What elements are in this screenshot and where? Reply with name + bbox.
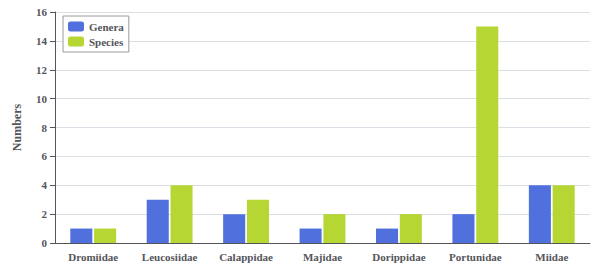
svg-text:Dromiidae: Dromiidae [68, 251, 118, 263]
svg-text:Majidae: Majidae [303, 251, 342, 263]
svg-text:4: 4 [42, 179, 48, 191]
svg-text:8: 8 [42, 122, 48, 134]
svg-text:Calappidae: Calappidae [219, 251, 273, 263]
svg-text:10: 10 [36, 93, 48, 105]
svg-text:12: 12 [36, 64, 48, 76]
svg-text:Dorippidae: Dorippidae [372, 251, 425, 263]
svg-text:Species: Species [89, 36, 124, 48]
svg-text:16: 16 [36, 6, 48, 18]
svg-text:0: 0 [42, 237, 48, 249]
svg-text:Portunidae: Portunidae [449, 251, 502, 263]
svg-text:Numbers: Numbers [10, 104, 24, 152]
svg-text:2: 2 [42, 208, 48, 220]
svg-text:Genera: Genera [89, 21, 124, 33]
svg-text:Miidae: Miidae [535, 251, 568, 263]
svg-text:6: 6 [42, 150, 48, 162]
svg-text:14: 14 [36, 35, 48, 47]
svg-text:Leucosiidae: Leucosiidae [142, 251, 198, 263]
